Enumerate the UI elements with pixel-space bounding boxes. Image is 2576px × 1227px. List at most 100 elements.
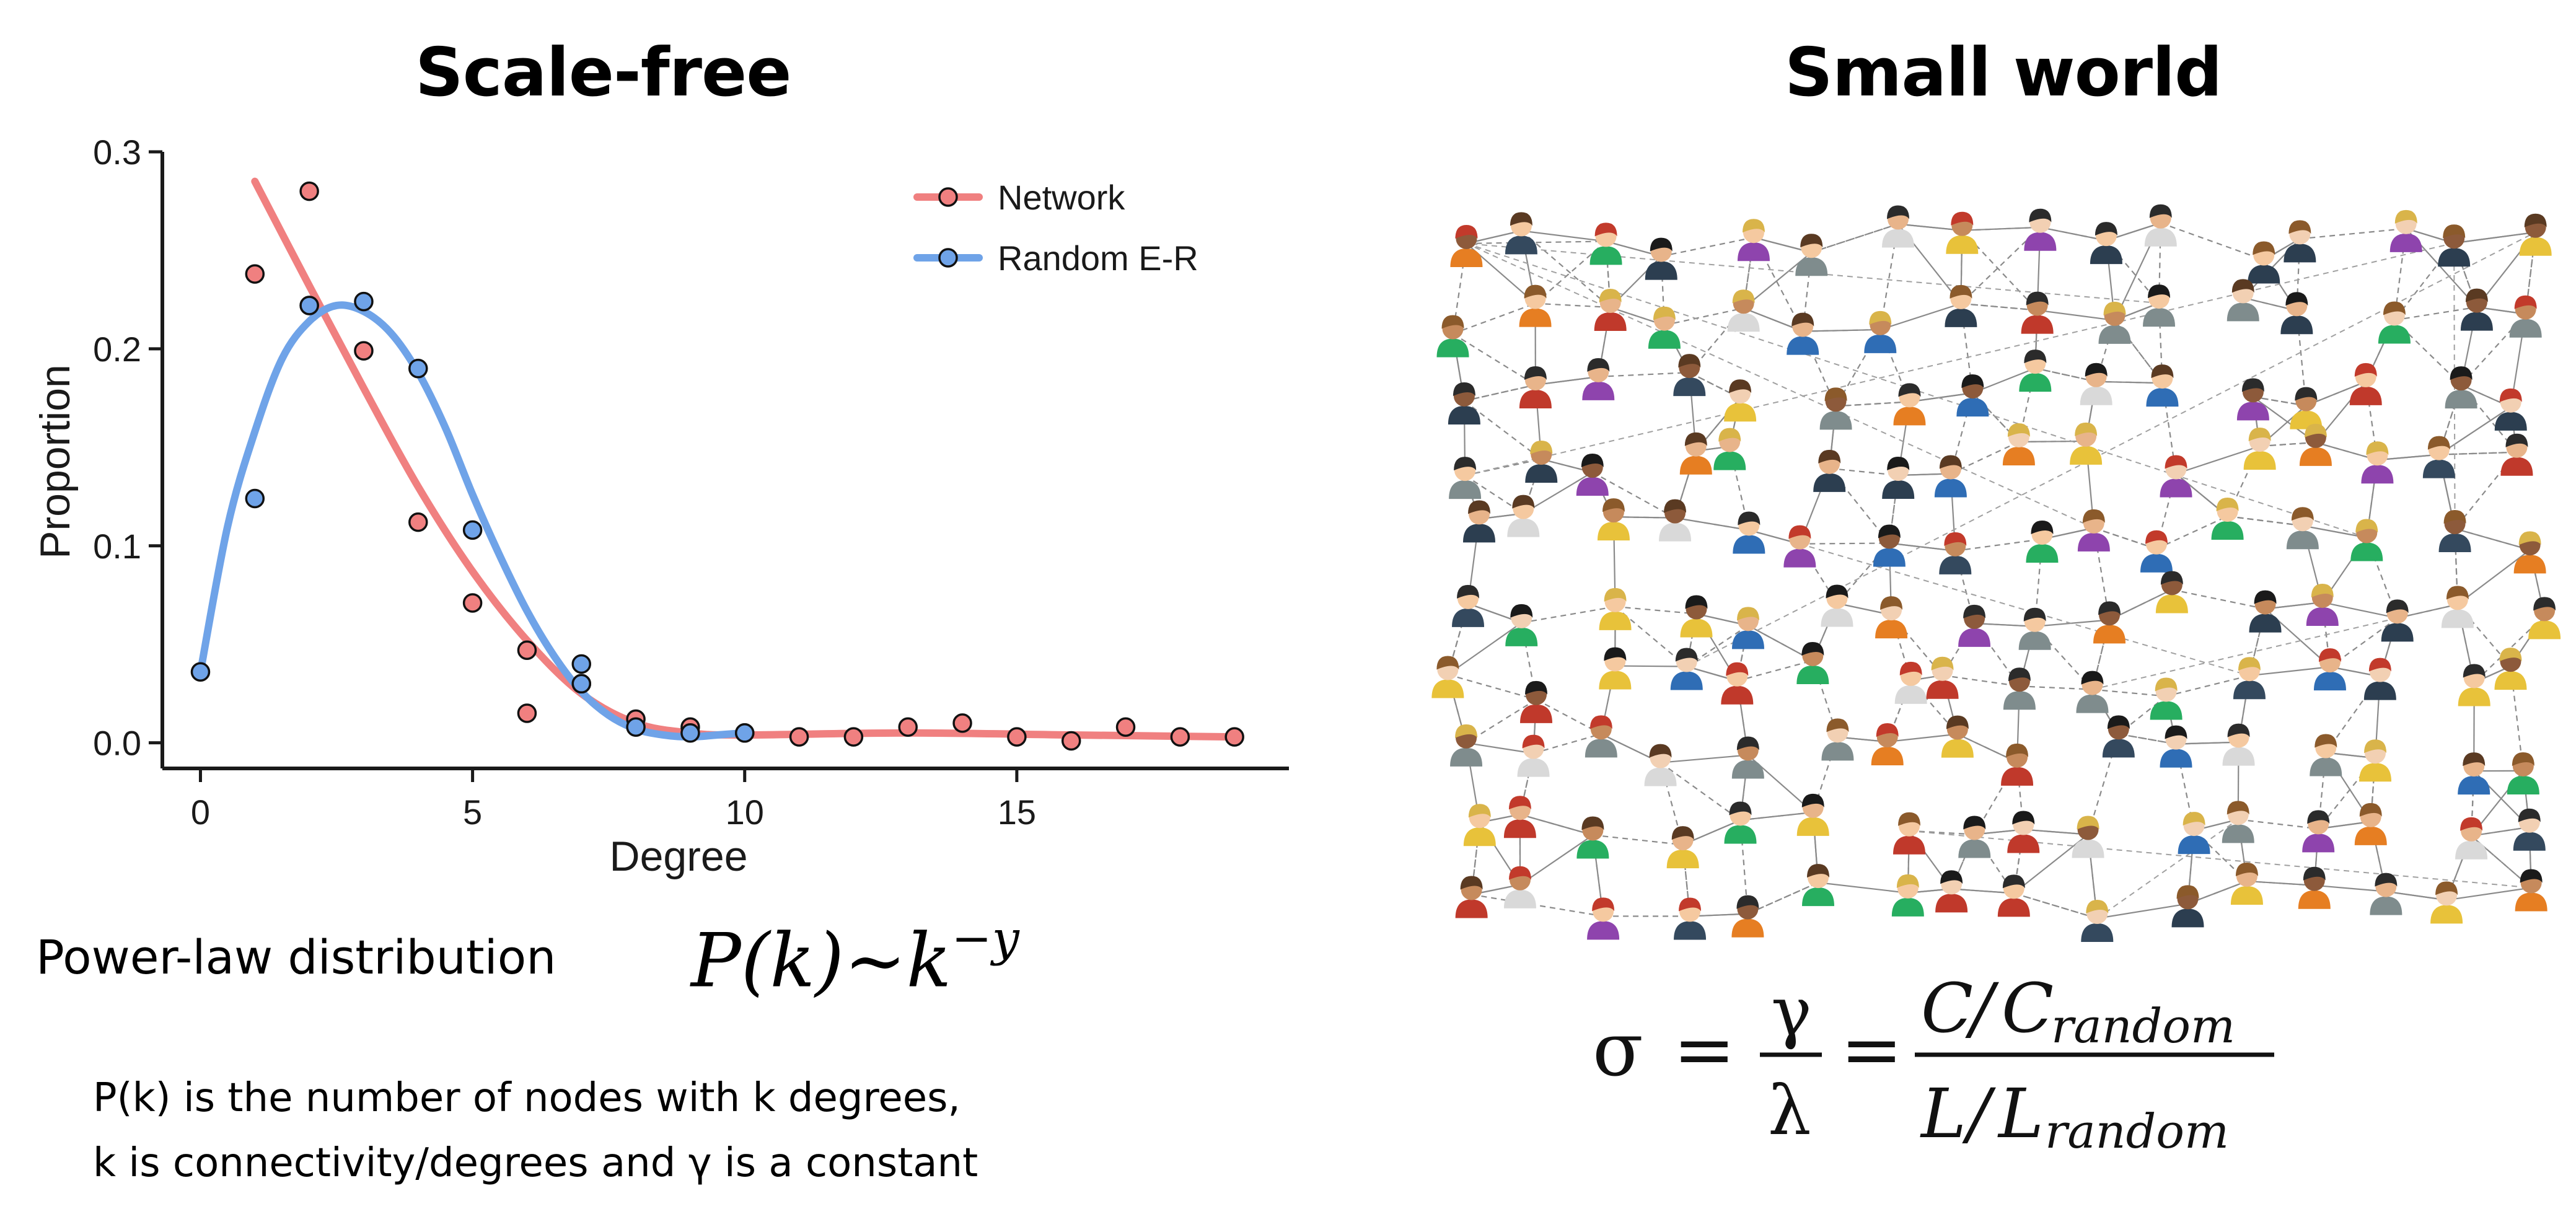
- person-hair: [2303, 866, 2326, 881]
- person-hair: [1898, 812, 1921, 826]
- person-hair: [2085, 363, 2108, 377]
- person-node: [2286, 507, 2319, 550]
- random-e-r-point: [680, 723, 700, 743]
- random-e-r-point: [462, 520, 483, 540]
- person-hair: [1454, 457, 1477, 471]
- person-shirt: [2354, 826, 2387, 845]
- person-shirt: [1463, 524, 1496, 543]
- person-hair: [2148, 284, 2171, 299]
- person-shirt: [1882, 480, 1915, 499]
- person-hair: [2007, 423, 2030, 437]
- person-hair: [2291, 507, 2314, 521]
- person-shirt: [1673, 377, 1706, 397]
- person-node: [1733, 511, 1765, 554]
- person-shirt: [2458, 776, 2490, 795]
- person-shirt: [1431, 679, 1464, 698]
- person-node: [2076, 671, 2109, 713]
- person-shirt: [1450, 747, 1483, 767]
- random-e-r-point: [354, 291, 374, 312]
- person-node: [2445, 366, 2477, 409]
- network-edge: [2160, 222, 2264, 261]
- small-world-network-illustration: [1431, 204, 2561, 942]
- power-law-exponent: −y: [951, 911, 1019, 967]
- network-edge: [2322, 601, 2398, 619]
- person-hair: [2354, 363, 2377, 377]
- person-node: [1935, 870, 1968, 913]
- person-hair: [2086, 899, 2109, 913]
- person-shirt: [1737, 242, 1770, 262]
- person-shirt: [1517, 758, 1550, 777]
- person-node: [1644, 744, 1677, 786]
- person-hair: [1807, 864, 1830, 878]
- person-node: [2515, 869, 2547, 912]
- person-node: [1450, 724, 1483, 767]
- network-edge: [2454, 452, 2518, 529]
- random-e-r-point: [190, 662, 211, 682]
- person-hair: [1581, 816, 1604, 830]
- network-edge: [1615, 665, 1687, 667]
- person-node: [1582, 358, 1615, 400]
- person-shirt: [1875, 620, 1908, 639]
- person-node: [1520, 680, 1553, 723]
- person-shirt: [2284, 244, 2316, 263]
- person-shirt: [1505, 627, 1538, 646]
- person-shirt: [2298, 890, 2331, 909]
- person-hair: [2227, 723, 2250, 737]
- person-node: [2155, 571, 2188, 614]
- person-node: [1455, 876, 1488, 918]
- network-edge: [2473, 615, 2545, 684]
- network-edge: [1811, 223, 1899, 253]
- person-shirt: [2370, 896, 2402, 915]
- person-shirt: [2350, 542, 2383, 561]
- person-node: [2438, 224, 2471, 267]
- person-shirt: [2003, 691, 2036, 710]
- person-shirt: [2076, 694, 2109, 713]
- random-e-r-point: [571, 654, 592, 674]
- equals-sign-2: =: [1840, 1007, 1903, 1093]
- person-hair: [2368, 657, 2391, 672]
- network-edge: [2249, 666, 2331, 677]
- network-edge: [1466, 240, 1606, 245]
- legend-label-random-e-r: Random E-R: [998, 239, 1198, 278]
- network-edge: [2446, 887, 2531, 901]
- network-edge: [1955, 538, 2042, 552]
- network-edge: [1974, 622, 2035, 627]
- person-node: [1796, 793, 1829, 836]
- person-hair: [1898, 383, 1921, 397]
- person-node: [1589, 222, 1622, 265]
- person-node: [1450, 224, 1483, 267]
- person-node: [2359, 739, 2392, 782]
- person-node: [2455, 817, 2488, 860]
- person-hair: [1508, 796, 1531, 810]
- network-point: [245, 264, 265, 284]
- person-shirt: [2528, 620, 2561, 640]
- person-shirt: [1463, 827, 1496, 847]
- person-shirt: [2222, 824, 2254, 843]
- person-shirt: [1939, 555, 1972, 574]
- person-shirt: [1452, 608, 1485, 627]
- person-shirt: [2001, 767, 2034, 786]
- person-hair: [1510, 212, 1532, 226]
- person-node: [2513, 531, 2546, 574]
- person-shirt: [1727, 313, 1760, 332]
- person-node: [1645, 237, 1677, 280]
- power-law-formula-base: P(k)~k: [691, 918, 952, 1005]
- network-point: [408, 512, 428, 532]
- person-hair: [1592, 897, 1615, 912]
- network-point: [462, 593, 483, 613]
- network-point: [299, 181, 319, 201]
- person-hair: [1950, 284, 1972, 299]
- network-edge: [1464, 400, 1542, 460]
- person-hair: [2499, 648, 2522, 662]
- person-node: [2093, 601, 2126, 644]
- person-node: [1946, 211, 1979, 254]
- person-shirt: [2430, 905, 2463, 924]
- slash-bottom: /: [1962, 1074, 1996, 1153]
- sigma-symbol: σ: [1593, 1007, 1643, 1093]
- person-shirt: [1731, 630, 1764, 649]
- person-node: [1731, 607, 1764, 649]
- person-node: [1787, 312, 1819, 355]
- network-edge: [1829, 467, 1899, 477]
- person-node: [1505, 604, 1538, 646]
- person-shirt: [2441, 609, 2474, 628]
